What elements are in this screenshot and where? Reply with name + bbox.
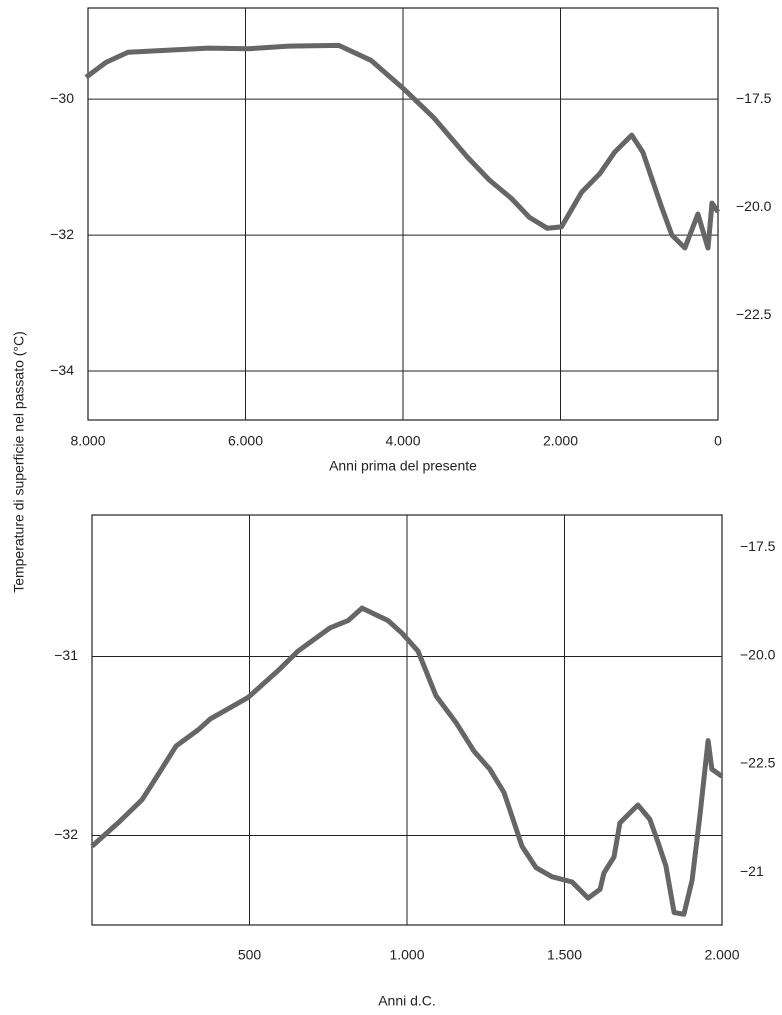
y2-tick-label: −20.0 (740, 646, 776, 662)
y-tick-label: −32 (54, 826, 78, 842)
x-tick-label: 1.000 (389, 947, 424, 963)
x-tick-label: 4.000 (385, 433, 420, 449)
x-tick-label: 6.000 (228, 433, 263, 449)
y2-tick-label: −21 (740, 863, 764, 879)
x-tick-label: 500 (238, 947, 262, 963)
y-tick-label: −31 (54, 647, 78, 663)
data-line (90, 605, 724, 917)
y-tick-label: −32 (50, 226, 74, 242)
y-tick-label: −34 (50, 362, 74, 378)
x-tick-label: 0 (714, 433, 722, 449)
x-axis-label: Anni prima del presente (329, 458, 477, 474)
y2-tick-label: −17.5 (740, 538, 776, 554)
x-tick-label: 2.000 (543, 433, 578, 449)
y2-tick-label: −22.5 (740, 755, 776, 771)
x-tick-label: 8.000 (70, 433, 105, 449)
y-axis-label: Temperature di superficie nel passato (°… (11, 331, 27, 593)
x-tick-label: 2.000 (704, 947, 739, 963)
y2-tick-label: −17.5 (736, 90, 772, 106)
data-line (84, 42, 721, 251)
x-axis-label: Anni d.C. (378, 993, 436, 1009)
y2-tick-label: −20.0 (736, 198, 772, 214)
x-tick-label: 1.500 (547, 947, 582, 963)
y2-tick-label: −22.5 (736, 306, 772, 322)
y-tick-label: −30 (50, 90, 74, 106)
